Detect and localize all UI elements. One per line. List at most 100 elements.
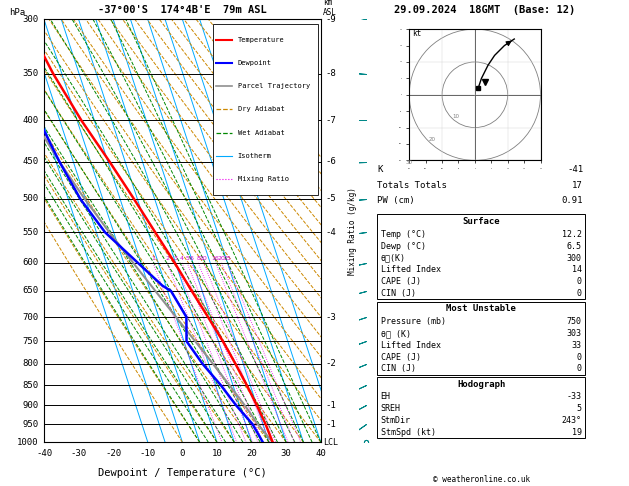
Text: PW (cm): PW (cm) <box>377 196 415 206</box>
Text: -7: -7 <box>326 116 337 125</box>
Text: 8: 8 <box>196 256 200 261</box>
Text: -8: -8 <box>326 69 337 78</box>
Text: -9: -9 <box>326 15 337 24</box>
Text: -20: -20 <box>105 449 121 458</box>
Text: Dry Adiabat: Dry Adiabat <box>238 106 284 112</box>
Text: -6: -6 <box>326 157 337 166</box>
Bar <box>213 24 318 195</box>
Text: Isotherm: Isotherm <box>238 153 272 159</box>
Text: Most Unstable: Most Unstable <box>446 304 516 313</box>
Text: -10: -10 <box>140 449 156 458</box>
Text: km
ASL: km ASL <box>323 0 337 17</box>
Text: CIN (J): CIN (J) <box>381 289 416 298</box>
Text: -1: -1 <box>326 420 337 429</box>
Text: Lifted Index: Lifted Index <box>381 341 440 350</box>
Text: 0: 0 <box>577 277 582 286</box>
Text: Dewpoint: Dewpoint <box>238 60 272 66</box>
Text: 950: 950 <box>23 420 38 429</box>
Text: 33: 33 <box>572 341 582 350</box>
Text: 800: 800 <box>23 359 38 368</box>
Text: -37°00'S  174°4B'E  79m ASL: -37°00'S 174°4B'E 79m ASL <box>98 4 267 15</box>
Text: -1: -1 <box>326 401 337 410</box>
Text: 303: 303 <box>567 329 582 338</box>
Text: 550: 550 <box>23 228 38 237</box>
Text: 0: 0 <box>577 364 582 373</box>
Text: 350: 350 <box>23 69 38 78</box>
Text: 400: 400 <box>23 116 38 125</box>
Text: kt: kt <box>413 29 422 38</box>
Text: 0: 0 <box>180 449 185 458</box>
Text: 19: 19 <box>572 428 582 436</box>
Text: 4: 4 <box>180 256 184 261</box>
Text: Pressure (mb): Pressure (mb) <box>381 317 445 326</box>
Text: 750: 750 <box>567 317 582 326</box>
Text: Totals Totals: Totals Totals <box>377 181 447 190</box>
Text: -2: -2 <box>326 359 337 368</box>
Text: 700: 700 <box>23 312 38 322</box>
Text: 12.2: 12.2 <box>562 230 582 239</box>
Text: -4: -4 <box>326 228 337 237</box>
Text: Temp (°C): Temp (°C) <box>381 230 426 239</box>
Text: 20: 20 <box>429 137 436 142</box>
Text: LCL: LCL <box>323 437 338 447</box>
Text: -33: -33 <box>567 393 582 401</box>
Text: 0: 0 <box>577 352 582 362</box>
Text: K: K <box>377 165 383 174</box>
Text: CAPE (J): CAPE (J) <box>381 277 421 286</box>
Text: 500: 500 <box>23 194 38 203</box>
Text: Wet Adiabat: Wet Adiabat <box>238 130 284 136</box>
Text: -41: -41 <box>567 165 583 174</box>
Text: 2: 2 <box>165 256 169 261</box>
Text: -3: -3 <box>326 312 337 322</box>
Text: θᴄ (K): θᴄ (K) <box>381 329 411 338</box>
Text: Lifted Index: Lifted Index <box>381 265 440 274</box>
Text: 17: 17 <box>572 181 583 190</box>
Text: 1: 1 <box>151 256 155 261</box>
Text: 3: 3 <box>174 256 177 261</box>
Text: 20: 20 <box>246 449 257 458</box>
Text: 30: 30 <box>281 449 292 458</box>
Text: 5: 5 <box>185 256 189 261</box>
Text: 450: 450 <box>23 157 38 166</box>
Text: 29.09.2024  18GMT  (Base: 12): 29.09.2024 18GMT (Base: 12) <box>394 4 575 15</box>
Text: 5: 5 <box>577 404 582 413</box>
Text: 10: 10 <box>452 114 459 119</box>
Text: 6.5: 6.5 <box>567 242 582 251</box>
Text: 300: 300 <box>567 254 582 262</box>
Text: CIN (J): CIN (J) <box>381 364 416 373</box>
Text: SREH: SREH <box>381 404 401 413</box>
Text: 10: 10 <box>211 449 223 458</box>
Text: 650: 650 <box>23 286 38 295</box>
Text: Mixing Ratio (g/kg): Mixing Ratio (g/kg) <box>348 187 357 275</box>
Text: 750: 750 <box>23 337 38 346</box>
Text: 0.91: 0.91 <box>562 196 583 206</box>
Text: 300: 300 <box>23 15 38 24</box>
Text: 40: 40 <box>315 449 326 458</box>
Text: 6: 6 <box>189 256 193 261</box>
Text: 600: 600 <box>23 259 38 267</box>
Text: CAPE (J): CAPE (J) <box>381 352 421 362</box>
Text: Mixing Ratio: Mixing Ratio <box>238 176 289 182</box>
Text: StmDir: StmDir <box>381 416 411 425</box>
Text: Parcel Trajectory: Parcel Trajectory <box>238 83 310 89</box>
Text: Temperature: Temperature <box>238 36 284 42</box>
Text: Dewp (°C): Dewp (°C) <box>381 242 426 251</box>
Text: hPa: hPa <box>9 8 26 17</box>
Text: StmSpd (kt): StmSpd (kt) <box>381 428 435 436</box>
Text: -5: -5 <box>326 194 337 203</box>
Text: 900: 900 <box>23 401 38 410</box>
Text: 16: 16 <box>211 256 220 261</box>
Text: 30: 30 <box>406 160 413 165</box>
Text: © weatheronline.co.uk: © weatheronline.co.uk <box>433 474 530 484</box>
Text: 25: 25 <box>223 256 231 261</box>
Text: -30: -30 <box>70 449 87 458</box>
Text: θᴄ(K): θᴄ(K) <box>381 254 406 262</box>
Text: 850: 850 <box>23 381 38 390</box>
Text: EH: EH <box>381 393 391 401</box>
Text: 14: 14 <box>572 265 582 274</box>
Text: 0: 0 <box>577 289 582 298</box>
Text: 243°: 243° <box>562 416 582 425</box>
Text: 20: 20 <box>218 256 225 261</box>
Text: 1000: 1000 <box>17 438 38 447</box>
Text: Surface: Surface <box>462 217 500 226</box>
